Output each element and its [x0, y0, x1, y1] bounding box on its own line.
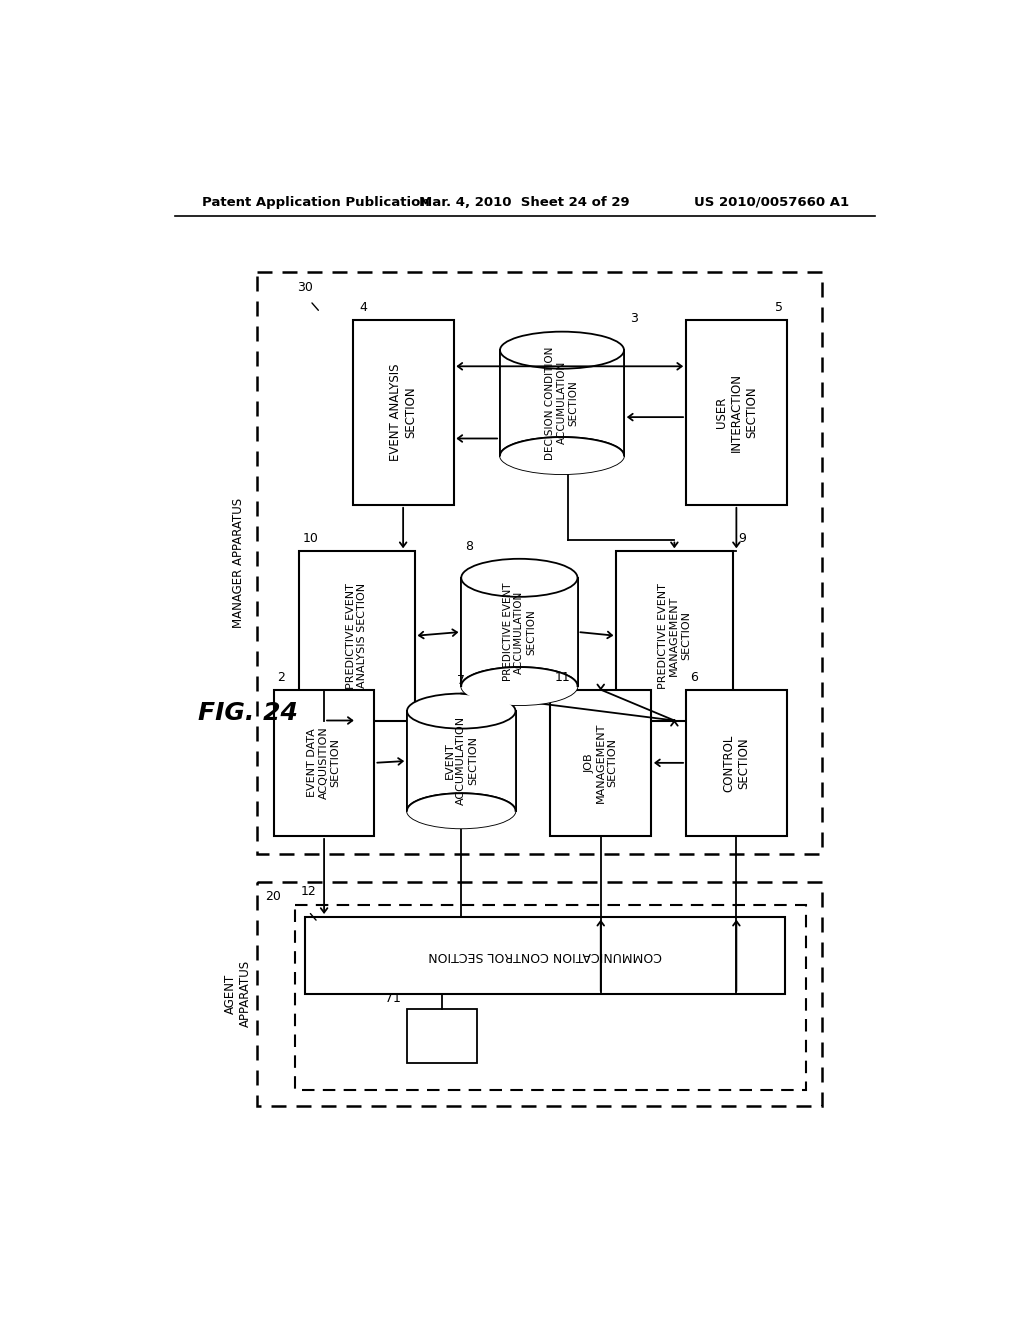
Bar	[407, 1010, 477, 1063]
Text: PREDICTIVE EVENT
ACCUMULATION
SECTION: PREDICTIVE EVENT ACCUMULATION SECTION	[503, 582, 536, 681]
Bar	[407, 711, 515, 810]
Text: COMMUNICATION CONTROL SECTION: COMMUNICATION CONTROL SECTION	[428, 949, 662, 962]
Text: 8: 8	[465, 540, 473, 553]
Text: 7: 7	[458, 675, 465, 688]
Text: 4: 4	[359, 301, 367, 314]
Text: USER
INTERACTION
SECTION: USER INTERACTION SECTION	[715, 374, 758, 451]
Bar	[500, 350, 624, 455]
Bar	[500, 350, 624, 455]
Bar	[686, 321, 786, 506]
Text: 20: 20	[265, 890, 281, 903]
Text: 9: 9	[738, 532, 746, 545]
Text: 12: 12	[301, 884, 316, 898]
Ellipse shape	[500, 331, 624, 368]
Text: 71: 71	[385, 993, 400, 1006]
Text: EVENT DATA
ACQUISITION
SECTION: EVENT DATA ACQUISITION SECTION	[307, 726, 341, 799]
Text: 10: 10	[302, 532, 318, 545]
Text: EVENT ANALYSIS
SECTION: EVENT ANALYSIS SECTION	[389, 364, 417, 461]
Bar	[257, 882, 821, 1106]
Text: MANAGER APPARATUS: MANAGER APPARATUS	[231, 498, 245, 628]
Bar	[461, 578, 578, 686]
Ellipse shape	[500, 437, 624, 474]
Text: FIG. 24: FIG. 24	[198, 701, 298, 725]
Ellipse shape	[461, 667, 578, 705]
Text: PREDICTIVE EVENT
MANAGEMENT
SECTION: PREDICTIVE EVENT MANAGEMENT SECTION	[657, 583, 691, 689]
Bar	[550, 689, 651, 836]
Ellipse shape	[407, 793, 515, 829]
Bar	[616, 552, 732, 721]
Ellipse shape	[407, 693, 515, 729]
Text: 30: 30	[297, 281, 312, 294]
Text: Mar. 4, 2010  Sheet 24 of 29: Mar. 4, 2010 Sheet 24 of 29	[420, 195, 630, 209]
Text: Patent Application Publication: Patent Application Publication	[202, 195, 429, 209]
Bar	[273, 689, 375, 836]
Text: DECISION CONDITION
ACCUMULATION
SECTION: DECISION CONDITION ACCUMULATION SECTION	[546, 346, 579, 459]
Text: CONTROL
SECTION: CONTROL SECTION	[722, 734, 751, 792]
Text: US 2010/0057660 A1: US 2010/0057660 A1	[693, 195, 849, 209]
Bar	[299, 552, 415, 721]
Bar	[305, 917, 785, 994]
Ellipse shape	[500, 437, 624, 474]
Bar	[686, 689, 786, 836]
Text: AGENT
APPARATUS: AGENT APPARATUS	[224, 960, 252, 1027]
Text: 2: 2	[278, 671, 286, 684]
Bar	[295, 906, 806, 1090]
Bar	[407, 711, 515, 810]
Text: 11: 11	[554, 671, 570, 684]
Text: PREDICTIVE EVENT
ANALYSIS SECTION: PREDICTIVE EVENT ANALYSIS SECTION	[346, 583, 368, 689]
Ellipse shape	[461, 667, 578, 705]
Text: EVENT
ACCUMULATION
SECTION: EVENT ACCUMULATION SECTION	[444, 717, 478, 805]
Ellipse shape	[461, 558, 578, 597]
Ellipse shape	[407, 793, 515, 829]
Bar	[257, 272, 821, 854]
Text: 5: 5	[775, 301, 783, 314]
Bar	[352, 321, 454, 506]
Text: 6: 6	[690, 671, 697, 684]
Text: 3: 3	[630, 313, 638, 326]
Text: JOB
MANAGEMENT
SECTION: JOB MANAGEMENT SECTION	[584, 722, 617, 803]
Bar	[461, 578, 578, 686]
